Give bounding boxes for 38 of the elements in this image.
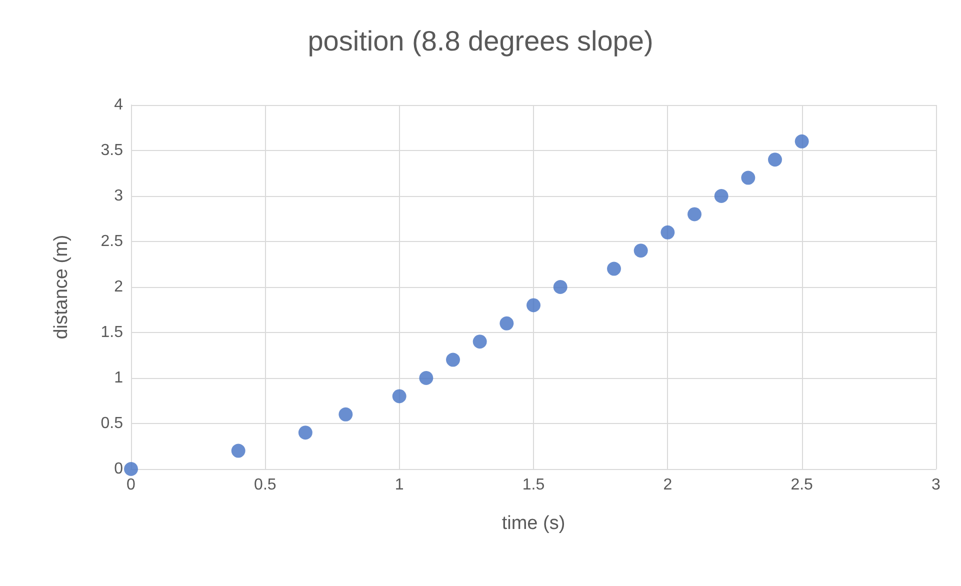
point [472, 334, 487, 349]
point [419, 371, 434, 385]
chart-title: position (8.8 degrees slope) [308, 26, 654, 56]
point [392, 389, 406, 404]
point [500, 316, 514, 330]
point [124, 462, 138, 476]
point [634, 244, 648, 258]
point [794, 134, 809, 148]
point [688, 207, 702, 222]
y-tick-label: 3.5 [100, 142, 124, 159]
y-tick-label: 0.5 [100, 415, 124, 432]
point [660, 225, 675, 240]
x-tick-label: 3 [932, 476, 941, 494]
x-tick-label: 0.5 [254, 476, 276, 494]
y-axis-title: distance (m) [51, 234, 72, 340]
y-tick-label: 2.5 [100, 233, 124, 250]
point [553, 280, 568, 294]
point [446, 352, 460, 367]
point [768, 152, 782, 167]
point [338, 407, 353, 422]
y-tick-label: 1 [114, 370, 124, 386]
y-tick-label: 3 [114, 188, 124, 204]
x-tick-label: 1.5 [522, 476, 545, 494]
y-tick-label: 4 [114, 96, 124, 114]
y-tick-label: 2 [114, 278, 124, 296]
point [714, 189, 728, 203]
point [741, 170, 756, 185]
y-tick-label: 1.5 [100, 324, 124, 341]
point [231, 444, 246, 458]
x-axis-title: time (s) [502, 513, 566, 534]
x-tick-label: 2.5 [790, 476, 814, 494]
y-tick-label: 0 [114, 460, 124, 478]
point [298, 426, 312, 440]
x-tick-label: 0 [126, 476, 136, 494]
x-tick-label: 2 [663, 476, 672, 494]
x-tick-label: 1 [394, 476, 404, 494]
point [607, 262, 621, 276]
point [526, 298, 540, 312]
